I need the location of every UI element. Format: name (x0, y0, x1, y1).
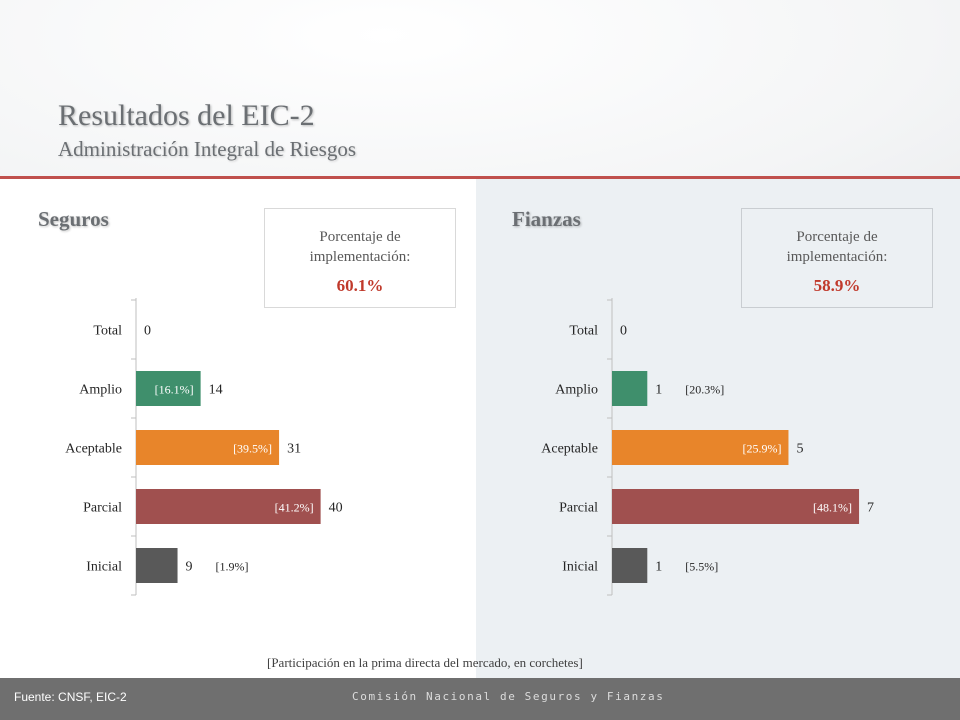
fianzas-share-label: [5.5%] (685, 560, 718, 574)
footnote: [Participación en la prima directa del m… (267, 655, 583, 670)
fianzas-value-label: 5 (796, 442, 803, 457)
seguros-heading: Seguros (38, 207, 109, 231)
fianzas-bar-chart: Total 0 Amplio 1 [20.3%] Aceptable 5 [25.9%] Par… (541, 298, 874, 596)
fianzas-value-label: 0 (620, 324, 627, 339)
footer-bar (0, 678, 960, 720)
fianzas-category-label: Amplio (555, 383, 598, 398)
seguros-pct-caption-line2: implementación: (309, 249, 411, 265)
fianzas-category-label: Parcial (559, 501, 598, 516)
fianzas-share-label: [48.1%] (813, 501, 852, 515)
seguros-value-label: 40 (329, 501, 343, 516)
fianzas-pct-caption-line1: Porcentaje de (796, 229, 878, 245)
fianzas-share-label: [20.3%] (685, 383, 724, 397)
seguros-value-label: 9 (186, 560, 193, 575)
fianzas-category-label: Aceptable (541, 442, 598, 457)
fianzas-category-label: Total (569, 324, 598, 339)
fianzas-bar-amplio (612, 371, 648, 406)
fianzas-share-label: [25.9%] (742, 442, 781, 456)
seguros-share-label: [1.9%] (216, 560, 249, 574)
fianzas-pct-caption-line2: implementación: (786, 249, 888, 265)
fianzas-value-label: 1 (655, 383, 662, 398)
seguros-value-label: 31 (287, 442, 301, 457)
seguros-category-label: Amplio (79, 383, 122, 398)
footer-organization: Comisión Nacional de Seguros y Fianzas (352, 690, 665, 703)
seguros-bar-aceptable (136, 430, 280, 465)
fianzas-value-label: 1 (655, 560, 662, 575)
header-divider (0, 176, 960, 179)
seguros-bar-chart: Total 0 Amplio 14 [16.1%] Aceptable 31 [39.5%] P… (65, 298, 343, 596)
seguros-category-label: Aceptable (65, 442, 122, 457)
seguros-category-label: Total (93, 324, 122, 339)
page-subtitle: Administración Integral de Riesgos (58, 137, 357, 161)
fianzas-category-label: Inicial (562, 560, 598, 575)
seguros-value-label: 0 (144, 324, 151, 339)
seguros-bar-parcial (136, 489, 321, 524)
seguros-implementation-box: Porcentaje de implementación: 60.1% (264, 208, 456, 308)
fianzas-bar-parcial (612, 489, 860, 524)
seguros-share-label: [41.2%] (275, 501, 314, 515)
seguros-share-label: [39.5%] (233, 442, 272, 456)
fianzas-bar-inicial (612, 548, 648, 583)
seguros-pct-caption-line1: Porcentaje de (319, 229, 401, 245)
header-background (0, 0, 960, 176)
page-title: Resultados del EIC-2 (58, 99, 315, 132)
seguros-bar-amplio (136, 371, 201, 406)
seguros-value-label: 14 (209, 383, 223, 398)
fianzas-bar-aceptable (612, 430, 789, 465)
seguros-bar-inicial (136, 548, 178, 583)
seguros-category-label: Inicial (86, 560, 122, 575)
fianzas-implementation-box: Porcentaje de implementación: 58.9% (741, 208, 933, 308)
fianzas-pct-value: 58.9% (813, 276, 861, 295)
seguros-category-label: Parcial (83, 501, 122, 516)
seguros-share-label: [16.1%] (155, 383, 194, 397)
fianzas-value-label: 7 (867, 501, 874, 516)
fianzas-heading: Fianzas (512, 207, 581, 231)
seguros-pct-value: 60.1% (336, 276, 384, 295)
footer-source: Fuente: CNSF, EIC-2 (14, 690, 127, 704)
